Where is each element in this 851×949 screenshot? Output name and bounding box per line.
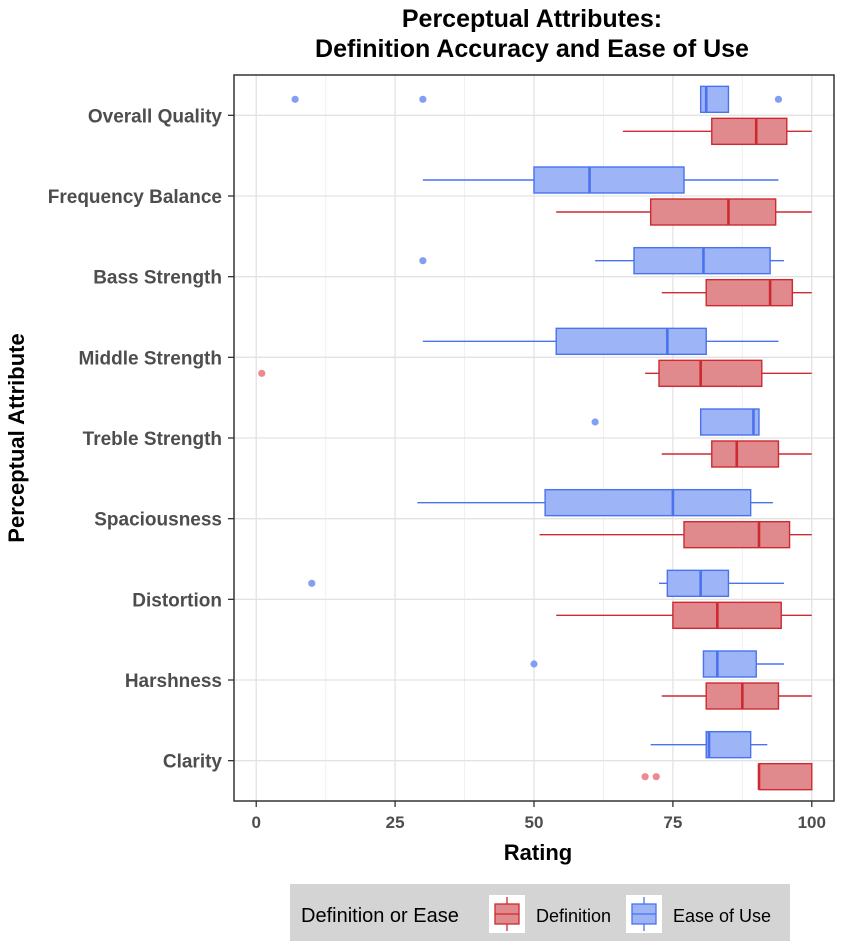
box-definition <box>539 520 812 549</box>
outlier-point <box>652 773 660 781</box>
y-tick-label: Distortion <box>132 590 222 611</box>
box-iqr <box>702 650 757 678</box>
box-definition <box>556 198 812 226</box>
box-ease-of-use <box>530 650 784 678</box>
box-ease-of-use <box>419 246 784 275</box>
outlier-point <box>419 257 427 265</box>
legend-label-ease-of-use: Ease of Use <box>673 906 771 926</box>
x-tick-label: 25 <box>386 813 405 832</box>
box-iqr <box>699 408 760 436</box>
box-definition <box>641 762 813 791</box>
box-iqr <box>544 488 752 517</box>
box-iqr <box>672 601 782 630</box>
legend-title: Definition or Ease <box>301 905 459 927</box>
y-tick-label: Bass Strength <box>93 268 222 289</box>
legend-key-ease-of-use <box>626 895 662 933</box>
outlier-point <box>291 95 299 103</box>
box-definition <box>556 601 812 630</box>
y-tick-label: Overall Quality <box>88 106 223 127</box>
x-tick-label: 75 <box>663 813 682 832</box>
box-iqr <box>699 85 730 114</box>
box-ease-of-use <box>291 85 783 114</box>
box-definition <box>622 117 812 146</box>
box-ease-of-use <box>650 730 768 759</box>
x-tick-label: 50 <box>525 813 544 832</box>
box-ease-of-use <box>422 166 779 194</box>
box-iqr <box>758 762 813 791</box>
x-tick-label: 100 <box>798 813 826 832</box>
box-ease-of-use <box>417 488 773 517</box>
box-iqr <box>705 278 794 307</box>
y-axis-title: Perceptual Attribute <box>4 333 29 542</box>
legend-key-definition <box>489 895 525 933</box>
box-definition <box>258 359 812 388</box>
box-definition <box>661 682 812 710</box>
box-iqr <box>658 359 763 388</box>
outlier-point <box>591 418 599 426</box>
box-iqr <box>633 246 771 275</box>
y-tick-label: Harshness <box>125 671 222 692</box>
legend: Definition or Ease Definition Ease of Us… <box>290 884 790 941</box>
chart-title-line1: Perceptual Attributes: <box>402 5 662 33</box>
box-iqr <box>683 520 791 549</box>
box-layer <box>258 85 813 791</box>
grid-lines <box>234 75 834 801</box>
x-tick-label: 0 <box>251 813 260 832</box>
y-tick-label: Clarity <box>163 752 223 773</box>
box-iqr <box>711 440 780 468</box>
box-iqr <box>666 569 730 598</box>
x-axis-title: Rating <box>504 840 572 865</box>
y-tick-label: Spaciousness <box>94 510 222 531</box>
outlier-point <box>308 579 316 587</box>
box-ease-of-use <box>591 408 760 436</box>
legend-background <box>290 884 790 941</box>
box-ease-of-use <box>422 327 779 356</box>
outlier-point <box>258 369 266 377</box>
chart-title-line2: Definition Accuracy and Ease of Use <box>315 35 749 63</box>
box-iqr <box>533 166 685 194</box>
outlier-point <box>419 95 427 103</box>
outlier-point <box>641 773 649 781</box>
outlier-point <box>530 660 538 668</box>
box-iqr <box>649 198 777 226</box>
x-axis-ticks: 0 25 50 75 100 <box>251 801 826 832</box>
box-definition <box>661 440 812 468</box>
box-ease-of-use <box>308 569 784 598</box>
y-axis-ticks: Overall Quality Frequency Balance Bass Str… <box>48 106 234 773</box>
box-iqr <box>705 730 752 759</box>
box-iqr <box>555 327 707 356</box>
y-tick-label: Frequency Balance <box>48 187 222 208</box>
y-tick-label: Treble Strength <box>83 429 222 450</box>
y-tick-label: Middle Strength <box>78 348 222 369</box>
outlier-point <box>774 95 783 103</box>
legend-label-definition: Definition <box>536 906 611 926</box>
box-definition <box>661 278 812 307</box>
box-iqr <box>711 117 788 146</box>
